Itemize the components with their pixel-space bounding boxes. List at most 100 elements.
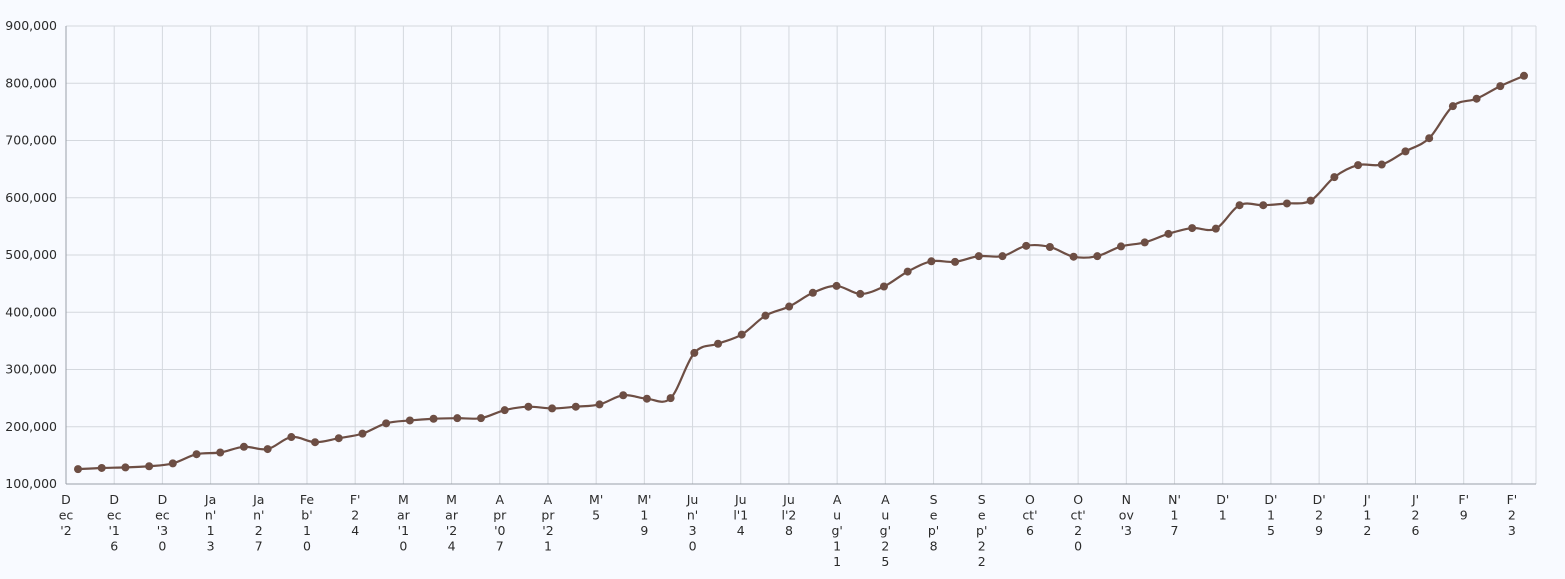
x-tick-label-line: A bbox=[881, 492, 890, 507]
x-tick-label: Ju l'1 4 bbox=[733, 492, 748, 538]
x-tick-label-line: '2 bbox=[542, 523, 553, 538]
y-tick-label: 800,000 bbox=[5, 75, 57, 90]
x-tick-label-line: '3 bbox=[157, 523, 168, 538]
y-tick-label: 600,000 bbox=[5, 190, 57, 205]
x-tick-label-line: ar bbox=[397, 508, 411, 523]
data-point bbox=[145, 462, 154, 471]
data-point bbox=[1022, 241, 1031, 250]
x-tick-label-line: D bbox=[61, 492, 71, 507]
x-tick-label: Fe b' 1 0 bbox=[300, 492, 315, 554]
x-tick-label-line: M' bbox=[589, 492, 603, 507]
data-point bbox=[1259, 201, 1268, 210]
x-tick-label-line: S bbox=[978, 492, 986, 507]
x-tick-label-line: 7 bbox=[1171, 523, 1179, 538]
x-tick-label-line: pr bbox=[541, 508, 555, 523]
x-tick-label-line: 1 bbox=[1171, 508, 1179, 523]
data-point bbox=[1401, 147, 1410, 156]
data-point bbox=[1448, 102, 1457, 111]
x-tick-label-line: Ja bbox=[204, 492, 216, 507]
x-tick-label: M' 1 9 bbox=[637, 492, 651, 538]
x-tick-label-line: p' bbox=[928, 523, 939, 538]
x-tick-label-line: p' bbox=[976, 523, 987, 538]
grid bbox=[65, 25, 1537, 485]
data-point bbox=[595, 400, 604, 409]
x-tick-label-line: 2 bbox=[978, 554, 986, 569]
y-tick-label: 300,000 bbox=[5, 362, 57, 377]
x-tick-label-line: 9 bbox=[640, 523, 648, 538]
data-point bbox=[1093, 252, 1102, 261]
x-tick-label-line: 6 bbox=[110, 539, 118, 554]
data-point bbox=[642, 394, 651, 403]
data-point bbox=[1496, 82, 1505, 91]
data-point bbox=[1140, 238, 1149, 247]
data-point bbox=[1425, 134, 1434, 143]
data-point bbox=[690, 348, 699, 357]
data-point bbox=[785, 302, 794, 311]
data-point bbox=[74, 465, 82, 474]
x-tick-label-line: 1 bbox=[1267, 508, 1275, 523]
x-tick-label: F' 2 4 bbox=[350, 492, 361, 538]
x-tick-label-line: J' bbox=[1411, 492, 1419, 507]
x-tick-label: D' 1 bbox=[1216, 492, 1229, 523]
x-tick-label-line: 1 bbox=[640, 508, 648, 523]
x-tick-label: F' 2 3 bbox=[1507, 492, 1518, 538]
x-tick-label-line: 3 bbox=[689, 523, 697, 538]
x-tick-label-line: 0 bbox=[303, 539, 311, 554]
x-tick-label-line: g' bbox=[880, 523, 891, 538]
data-point bbox=[287, 433, 296, 442]
x-tick-label-line: 1 bbox=[207, 523, 215, 538]
x-tick-label-line: n' bbox=[687, 508, 698, 523]
x-tick-label-line: ec bbox=[59, 508, 74, 523]
x-tick-label-line: 2 bbox=[1074, 523, 1082, 538]
data-point bbox=[405, 416, 414, 425]
x-tick-label-line: D' bbox=[1313, 492, 1326, 507]
data-point bbox=[500, 406, 509, 415]
x-tick-label-line: O bbox=[1025, 492, 1035, 507]
x-tick-label-line: 2 bbox=[351, 508, 359, 523]
x-tick-label-line: ec bbox=[107, 508, 122, 523]
x-tick-label-line: N' bbox=[1168, 492, 1181, 507]
data-point bbox=[714, 339, 723, 348]
data-points bbox=[74, 71, 1528, 474]
x-tick-label-line: D bbox=[158, 492, 168, 507]
x-tick-label-line: F' bbox=[1458, 492, 1469, 507]
y-axis: 100,000 200,000 300,000 400,000 500,000 600,0… bbox=[5, 18, 67, 491]
data-point bbox=[571, 402, 580, 411]
x-tick-label-line: 1 bbox=[1363, 508, 1371, 523]
x-tick-label-line: n' bbox=[253, 508, 264, 523]
x-tick-label-line: D bbox=[109, 492, 119, 507]
x-tick-label-line: 5 bbox=[881, 554, 889, 569]
x-tick-label-line: Ju bbox=[782, 492, 795, 507]
x-tick-label: D' 2 9 bbox=[1313, 492, 1326, 538]
x-tick-label-line: D' bbox=[1216, 492, 1229, 507]
data-point bbox=[263, 445, 272, 454]
x-tick-label-line: M' bbox=[637, 492, 651, 507]
y-tick-label: 900,000 bbox=[5, 18, 57, 33]
y-tick-label: 700,000 bbox=[5, 133, 57, 148]
x-tick-label-line: 2 bbox=[978, 539, 986, 554]
x-tick-label-line: '1 bbox=[109, 523, 120, 538]
y-tick-label: 400,000 bbox=[5, 304, 57, 319]
x-tick-label-line: ct' bbox=[1071, 508, 1086, 523]
x-tick-label-line: 6 bbox=[1412, 523, 1420, 538]
x-tick-label-line: ar bbox=[445, 508, 459, 523]
data-point bbox=[476, 414, 485, 423]
data-point bbox=[216, 448, 225, 457]
data-point bbox=[548, 404, 557, 413]
x-tick-label-line: S bbox=[930, 492, 938, 507]
data-point bbox=[974, 252, 983, 261]
x-tick-label-line: pr bbox=[493, 508, 507, 523]
x-tick-label-line: Ju bbox=[734, 492, 747, 507]
series-line bbox=[77, 74, 1525, 471]
x-tick-label-line: D' bbox=[1264, 492, 1277, 507]
data-point bbox=[97, 463, 106, 472]
x-tick-label-line: A bbox=[495, 492, 504, 507]
x-tick-label-line: A bbox=[833, 492, 842, 507]
x-tick-label-line: ov bbox=[1119, 508, 1135, 523]
